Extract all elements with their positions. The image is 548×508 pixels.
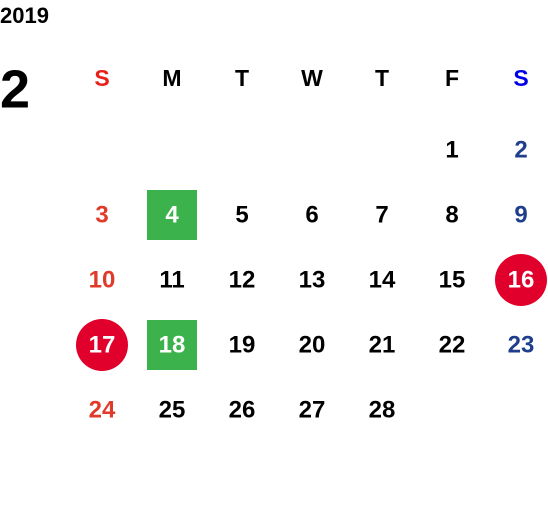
day-number: 2 [514, 136, 527, 163]
day-number: 9 [514, 201, 527, 228]
day-number: 23 [508, 331, 535, 358]
day-number: 27 [299, 396, 326, 423]
year: 2019 [0, 3, 49, 28]
day-highlight [147, 320, 197, 370]
day-highlight [76, 319, 128, 371]
day-number: 25 [159, 396, 186, 423]
day-number: 14 [369, 266, 396, 293]
day-number: 17 [89, 331, 116, 358]
day-number: 15 [439, 266, 466, 293]
day-number: 10 [89, 266, 116, 293]
weekday-label: F [445, 65, 459, 91]
weekday-label: W [301, 65, 323, 91]
day-number: 3 [95, 201, 108, 228]
day-number: 11 [159, 266, 184, 293]
day-number: 7 [375, 201, 388, 228]
day-number: 8 [445, 201, 458, 228]
day-number: 26 [229, 396, 256, 423]
month: 2 [0, 59, 30, 119]
day-number: 28 [369, 396, 396, 423]
day-number: 20 [299, 331, 326, 358]
weekday-label: T [235, 65, 249, 91]
day-number: 16 [508, 266, 535, 293]
weekday-label: T [375, 65, 389, 91]
day-highlight [495, 254, 547, 306]
day-number: 4 [165, 201, 179, 228]
day-number: 18 [159, 331, 186, 358]
day-number: 21 [369, 331, 396, 358]
day-number: 19 [229, 331, 256, 358]
weekday-label: S [513, 65, 528, 91]
day-highlight [147, 190, 197, 240]
weekday-label: S [94, 65, 109, 91]
day-number: 6 [305, 201, 318, 228]
day-number: 24 [89, 396, 116, 423]
day-number: 1 [445, 136, 458, 163]
day-number: 5 [235, 201, 248, 228]
day-number: 12 [229, 266, 256, 293]
weekday-label: M [162, 65, 181, 91]
day-number: 22 [439, 331, 466, 358]
day-number: 13 [299, 266, 326, 293]
